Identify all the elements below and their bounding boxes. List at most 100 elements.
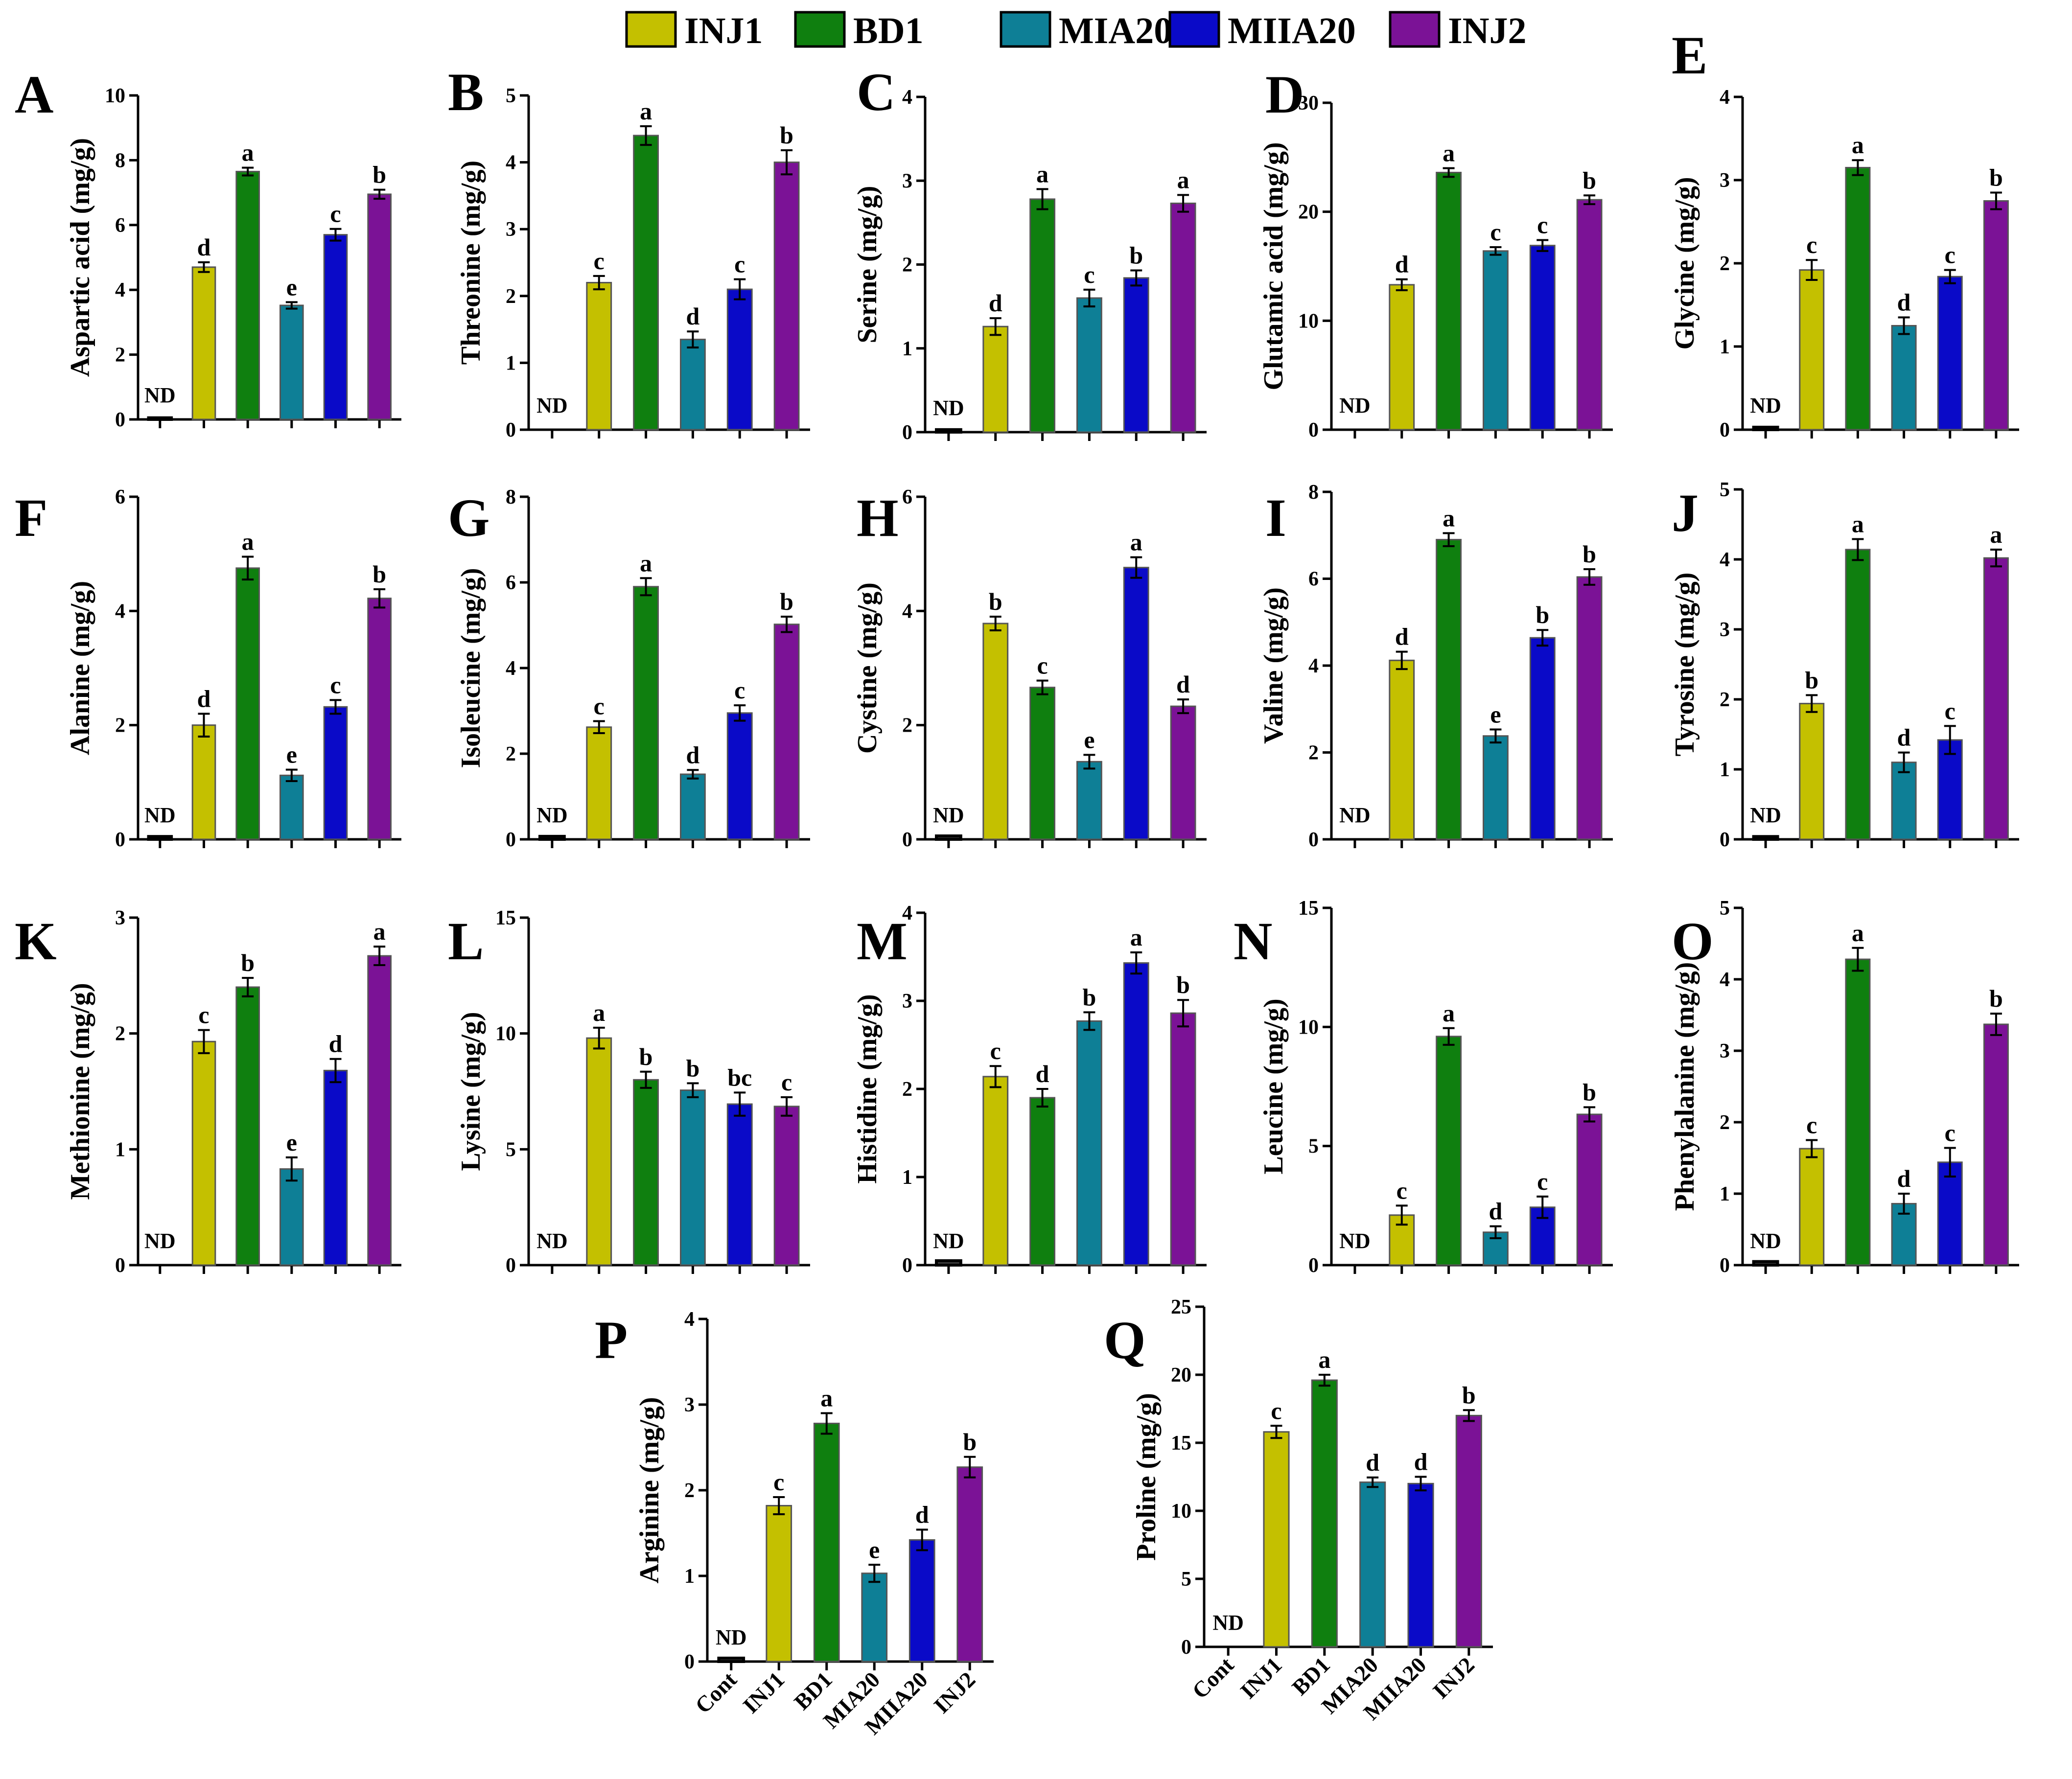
panel-n: N 0 5 10 15 Leucine (mg/g) ND c a d c b bbox=[1234, 897, 1613, 1277]
panel-d: D 0 10 20 30 Glutamic acid (mg/g) ND d a c c b bbox=[1258, 65, 1613, 441]
y-tick-label: 0 bbox=[506, 829, 516, 851]
y-tick-label: 2 bbox=[1720, 253, 1730, 275]
panel-letter: G bbox=[448, 488, 490, 548]
significance-letter: d bbox=[686, 741, 700, 768]
bar-miia20 bbox=[908, 1539, 935, 1663]
bar-mia20 bbox=[1076, 761, 1102, 840]
significance-letter: c bbox=[1806, 1111, 1817, 1139]
significance-letter: d bbox=[1897, 1165, 1911, 1192]
y-tick-label: 0 bbox=[684, 1651, 695, 1673]
y-tick-label: 10 bbox=[1298, 310, 1319, 332]
bar-inj2 bbox=[956, 1466, 983, 1663]
bar-inj2 bbox=[1576, 199, 1603, 431]
bar-mia20 bbox=[680, 773, 706, 840]
bar-inj1 bbox=[586, 281, 612, 431]
significance-letter: d bbox=[329, 1030, 343, 1058]
significance-letter: a bbox=[1130, 924, 1142, 951]
bar-inj2 bbox=[1455, 1414, 1482, 1648]
legend-item-inj1: INJ1 bbox=[625, 10, 763, 51]
panel-letter: I bbox=[1265, 488, 1286, 548]
y-tick-label: 3 bbox=[506, 218, 516, 241]
significance-letter: c bbox=[1806, 231, 1817, 258]
y-tick-label: 1 bbox=[902, 338, 912, 360]
bar-bd1 bbox=[235, 986, 260, 1266]
bar-mia20 bbox=[861, 1572, 888, 1663]
significance-letter: a bbox=[373, 918, 386, 945]
y-tick-label: 5 bbox=[1181, 1568, 1191, 1591]
significance-letter: d bbox=[1897, 724, 1911, 751]
significance-letter: d bbox=[1414, 1448, 1428, 1476]
y-tick-label: 4 bbox=[684, 1308, 695, 1331]
x-category-label-inj1: INJ1 bbox=[738, 1667, 790, 1718]
y-tick-label: 3 bbox=[1720, 619, 1730, 641]
bar-inj2 bbox=[367, 955, 392, 1266]
y-tick-label: 5 bbox=[506, 1138, 516, 1161]
y-tick-label: 4 bbox=[1308, 655, 1319, 677]
y-tick-label: 2 bbox=[506, 743, 516, 765]
y-axis-title: Threonine (mg/g) bbox=[456, 161, 486, 365]
y-tick-label: 0 bbox=[902, 421, 912, 444]
significance-letter: e bbox=[1084, 726, 1094, 753]
panel-j: J 0 1 2 3 4 5 Tyrosine (mg/g) ND b a d c a bbox=[1670, 479, 2019, 851]
bar-bd1 bbox=[1845, 549, 1871, 840]
y-axis-title: Serine (mg/g) bbox=[852, 186, 883, 344]
significance-letter: bc bbox=[727, 1063, 752, 1091]
y-tick-label: 1 bbox=[115, 1138, 125, 1161]
panel-letter: K bbox=[15, 911, 57, 971]
bar-miia20 bbox=[1407, 1482, 1434, 1648]
significance-letter: d bbox=[197, 233, 211, 261]
bar-miia20 bbox=[726, 1103, 753, 1266]
bar-mia20 bbox=[680, 1089, 706, 1266]
significance-letter: d bbox=[1176, 670, 1190, 698]
y-tick-label: 3 bbox=[902, 170, 912, 192]
bar-mia20 bbox=[1359, 1481, 1386, 1648]
bar-mia20 bbox=[1483, 250, 1509, 431]
bar-cont bbox=[935, 1259, 962, 1267]
bar-bd1 bbox=[1845, 958, 1871, 1266]
bar-inj2 bbox=[1983, 1023, 2009, 1266]
bar-inj1 bbox=[191, 1040, 216, 1266]
bar-cont bbox=[935, 428, 962, 434]
legend-label-bd1: BD1 bbox=[853, 10, 924, 51]
significance-letter: b bbox=[372, 161, 386, 188]
bar-miia20 bbox=[1529, 637, 1556, 840]
significance-letter: c bbox=[330, 200, 341, 228]
panel-letter: H bbox=[857, 488, 899, 548]
panel-letter: C bbox=[857, 62, 895, 122]
significance-letter: d bbox=[686, 302, 700, 330]
panel-letter: A bbox=[15, 65, 53, 124]
panel-i: I 0 2 4 6 8 Valine (mg/g) ND d a e b b bbox=[1258, 481, 1613, 851]
x-category-label-inj2: INJ2 bbox=[929, 1667, 980, 1718]
y-tick-label: 15 bbox=[1171, 1432, 1191, 1455]
nd-label: ND bbox=[536, 1229, 568, 1253]
legend-item-mia20: MIA20 bbox=[1000, 10, 1172, 51]
significance-letter: b bbox=[372, 560, 386, 588]
panel-letter: N bbox=[1234, 911, 1272, 971]
significance-letter: c bbox=[1537, 1168, 1548, 1195]
significance-letter: e bbox=[286, 741, 297, 768]
panel-c: C 0 1 2 3 4 Serine (mg/g) ND d a c b a bbox=[852, 62, 1207, 444]
y-tick-label: 0 bbox=[506, 1254, 516, 1277]
bar-inj2 bbox=[773, 1106, 800, 1266]
significance-letter: c bbox=[773, 1468, 784, 1496]
y-tick-label: 2 bbox=[115, 1023, 125, 1045]
y-tick-label: 0 bbox=[902, 829, 912, 851]
panel-letter: B bbox=[448, 62, 484, 122]
y-tick-label: 0 bbox=[115, 1254, 125, 1277]
bar-bd1 bbox=[235, 171, 260, 420]
panel-m: M 0 1 2 3 4 Histidine (mg/g) ND c d b a b bbox=[852, 902, 1207, 1277]
panel-letter: L bbox=[448, 911, 484, 971]
y-tick-label: 10 bbox=[1171, 1500, 1191, 1523]
nd-label: ND bbox=[144, 803, 176, 827]
significance-letter: a bbox=[242, 528, 254, 555]
bar-inj1 bbox=[1799, 1148, 1825, 1266]
y-tick-label: 2 bbox=[684, 1479, 695, 1502]
bar-inj2 bbox=[1983, 200, 2009, 431]
bar-inj2 bbox=[1576, 576, 1603, 840]
y-tick-label: 4 bbox=[1720, 969, 1730, 991]
y-tick-label: 0 bbox=[1308, 419, 1319, 441]
x-category-label-inj2: INJ2 bbox=[1428, 1652, 1479, 1704]
